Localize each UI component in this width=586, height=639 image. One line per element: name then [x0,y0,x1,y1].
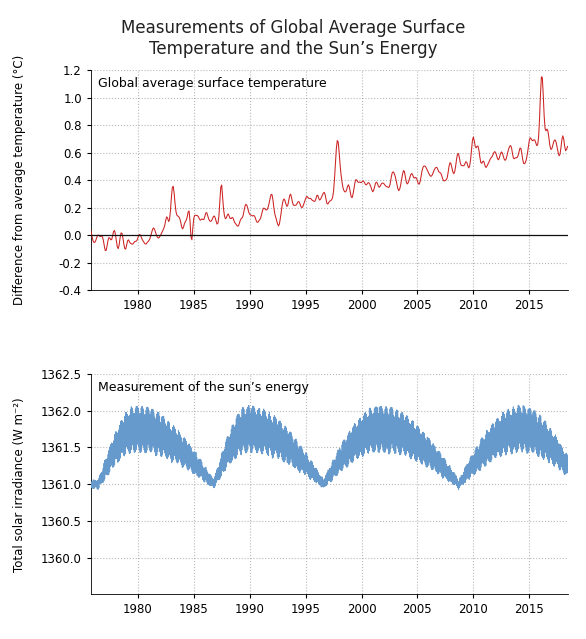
Y-axis label: Total solar irradiance (W m⁻²): Total solar irradiance (W m⁻²) [13,397,26,571]
Text: Global average surface temperature: Global average surface temperature [98,77,326,90]
Y-axis label: Difference from average temperature (°C): Difference from average temperature (°C) [13,55,26,305]
Text: Measurements of Global Average Surface
Temperature and the Sun’s Energy: Measurements of Global Average Surface T… [121,19,465,58]
Text: Measurement of the sun’s energy: Measurement of the sun’s energy [98,381,309,394]
